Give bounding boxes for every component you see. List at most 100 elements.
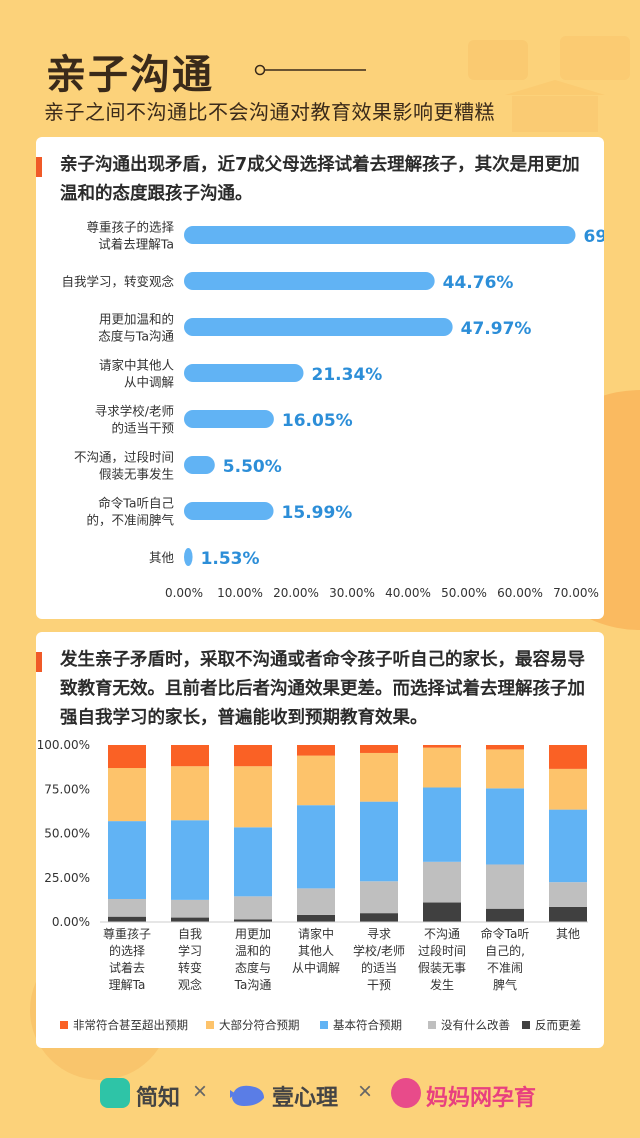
y-tick-label: 0.00% <box>52 915 90 929</box>
stacked-segment <box>423 747 461 788</box>
stacked-segment <box>549 768 587 810</box>
jianzhi-logo-icon <box>100 1078 130 1108</box>
stacked-segment <box>108 898 146 917</box>
stacked-segment <box>360 801 398 882</box>
stacked-segment <box>423 902 461 922</box>
title-decor-line <box>254 64 366 76</box>
times-separator: × <box>358 1078 373 1105</box>
legend-swatch <box>60 1021 68 1029</box>
y-tick-label: 75.00% <box>44 782 90 796</box>
category-label: 其他 <box>556 927 580 941</box>
stacked-segment <box>234 896 272 920</box>
x-tick-label: 20.00% <box>273 586 319 600</box>
stacked-segment <box>549 745 587 769</box>
category-label: 从中调解 <box>124 375 174 390</box>
data-label: 15.99% <box>282 503 353 523</box>
category-label: 试着去 <box>109 960 145 975</box>
y-tick-label: 50.00% <box>44 827 90 841</box>
brand-yixinli: 壹心理 <box>272 1086 339 1111</box>
x-tick-label: 40.00% <box>385 586 431 600</box>
legend-swatch <box>522 1021 530 1029</box>
x-tick-label: 70.00% <box>553 586 599 600</box>
stacked-segment <box>297 745 335 756</box>
card-accent-bar <box>36 157 42 177</box>
card-stacked-bar: 发生亲子矛盾时，采取不沟通或者命令孩子听自己的家长，最容易导致教育无效。且前者比… <box>36 632 604 1048</box>
stacked-segment <box>108 821 146 899</box>
category-label: 请家中 <box>298 926 334 941</box>
legend-swatch <box>206 1021 214 1029</box>
data-label: 16.05% <box>282 411 353 431</box>
category-label: 其他人 <box>298 944 334 958</box>
category-label: 假装无事发生 <box>99 467 174 482</box>
stacked-segment <box>423 861 461 903</box>
category-label: 理解Ta <box>109 978 146 992</box>
legend-swatch <box>428 1021 436 1029</box>
stacked-segment <box>423 745 461 748</box>
stacked-segment <box>171 917 209 922</box>
category-label: 的适当干预 <box>111 421 174 436</box>
stacked-segment <box>486 749 524 789</box>
stacked-segment <box>486 745 524 750</box>
bar <box>184 318 453 336</box>
stacked-segment <box>549 809 587 883</box>
stacked-segment <box>423 787 461 862</box>
stacked-segment <box>108 768 146 822</box>
category-label: 的适当 <box>361 960 397 975</box>
footer-brands: 简知 × 壹心理 × 妈妈网孕育 <box>0 1072 640 1118</box>
stacked-segment <box>549 906 587 922</box>
category-label: 请家中其他人 <box>99 358 175 373</box>
y-tick-label: 100.00% <box>37 738 90 752</box>
category-label: 温和的 <box>235 943 271 958</box>
data-label: 69.91% <box>583 227 604 247</box>
stacked-segment <box>360 881 398 914</box>
category-label: 态度与 <box>235 960 271 975</box>
category-label: 不沟通，过段时间 <box>74 450 174 465</box>
category-label: 干预 <box>367 978 391 992</box>
legend-label: 大部分符合预期 <box>219 1018 300 1032</box>
stacked-segment <box>108 745 146 769</box>
stacked-segment <box>486 908 524 922</box>
category-label: 其他 <box>149 550 175 565</box>
category-label: 学习 <box>178 943 202 958</box>
x-tick-label: 60.00% <box>497 586 543 600</box>
category-label: 假装无事 <box>418 961 466 975</box>
stacked-segment <box>234 827 272 897</box>
category-label: 尊重孩子的选择 <box>86 220 174 235</box>
stacked-segment <box>486 788 524 865</box>
category-label: 过段时间 <box>418 943 466 958</box>
category-label: Ta沟通 <box>234 978 272 992</box>
data-label: 1.53% <box>201 549 260 569</box>
brand-mamawang: 妈妈网孕育 <box>426 1086 537 1111</box>
category-label: 发生 <box>430 977 454 992</box>
category-label: 命令Ta听 <box>481 926 530 941</box>
stacked-segment <box>549 882 587 907</box>
x-tick-label: 30.00% <box>329 586 375 600</box>
category-label: 从中调解 <box>292 960 340 975</box>
stacked-bar-chart: 100.00% 75.00% 50.00% 25.00% 0.00% 尊重孩子的选择试着去… <box>37 738 588 1032</box>
stacked-segment <box>297 914 335 922</box>
bar <box>184 226 576 244</box>
y-tick-label: 25.00% <box>44 871 90 885</box>
category-label: 命令Ta听自己 <box>98 496 174 511</box>
category-label: 试着去理解Ta <box>98 237 174 252</box>
category-label: 不沟通 <box>424 927 460 941</box>
stacked-segment <box>234 745 272 767</box>
x-tick-label: 50.00% <box>441 586 487 600</box>
stacked-segment <box>171 899 209 918</box>
stacked-segment <box>234 766 272 828</box>
stacked-segment <box>297 755 335 806</box>
category-label: 用更加 <box>235 927 271 941</box>
category-label: 不准闹 <box>487 961 523 975</box>
category-label: 用更加温和的 <box>99 312 174 327</box>
stacked-segment <box>171 766 209 821</box>
bar <box>184 456 215 474</box>
legend-swatch <box>320 1021 328 1029</box>
stacked-segment <box>360 752 398 802</box>
category-label: 态度与Ta沟通 <box>98 329 174 344</box>
stacked-segment <box>171 745 209 767</box>
bar <box>184 410 274 428</box>
category-label: 转变 <box>178 960 202 975</box>
category-label: 脾气 <box>493 977 517 992</box>
data-label: 47.97% <box>461 319 532 339</box>
